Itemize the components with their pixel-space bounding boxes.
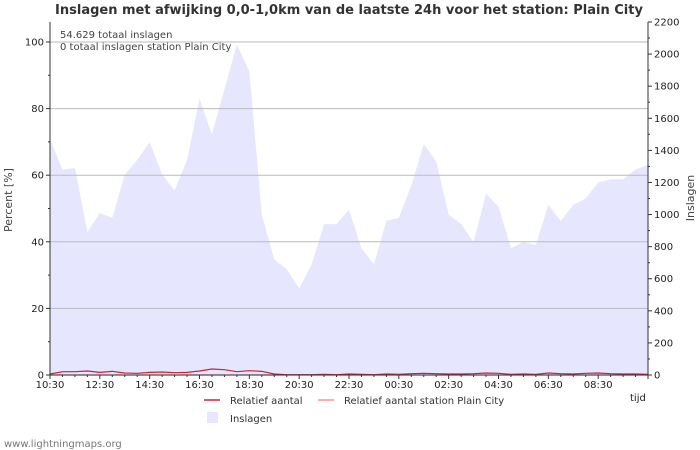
left-tick-label: 60: [31, 171, 44, 182]
left-tick-label: 80: [31, 104, 44, 115]
right-tick-label: 400: [654, 306, 673, 317]
x-tick-label: 00:30: [384, 380, 413, 391]
left-tick-label: 40: [31, 237, 44, 248]
info-total-strikes: 54.629 totaal inslagen: [60, 30, 172, 41]
footer-credit: www.lightningmaps.org: [4, 439, 122, 450]
x-axis-title: tijd: [630, 393, 646, 404]
chart-title: Inslagen met afwijking 0,0-1,0km van de …: [55, 3, 643, 18]
gridlines: [50, 41, 648, 309]
x-tick-label: 16:30: [185, 380, 214, 391]
right-tick-label: 1600: [654, 114, 679, 125]
x-tick-label: 18:30: [235, 380, 264, 391]
right-tick-label: 1200: [654, 178, 679, 189]
right-tick-label: 200: [654, 338, 673, 349]
strikes-area: [50, 44, 648, 376]
left-ticks: 0 20 40 60 80 100: [25, 37, 50, 382]
strikes-area-layer: [50, 44, 648, 376]
right-tick-label: 1000: [654, 210, 679, 221]
relative-line: [49, 368, 649, 376]
legend-label-relative-station: Relatief aantal station Plain City: [344, 396, 504, 407]
left-tick-label: 20: [31, 304, 44, 315]
left-tick-label: 0: [38, 371, 44, 382]
x-tick-label: 14:30: [135, 380, 164, 391]
x-tick-label: 20:30: [285, 380, 314, 391]
legend-label-relative: Relatief aantal: [230, 396, 303, 407]
left-tick-label: 100: [25, 37, 44, 48]
right-tick-label: 2000: [654, 50, 679, 61]
x-tick-label: 12:30: [85, 380, 114, 391]
y-axis-right-title: Inslagen: [684, 175, 697, 221]
x-tick-label: 22:30: [335, 380, 364, 391]
right-tick-label: 2200: [654, 18, 679, 29]
right-tick-label: 600: [654, 274, 673, 285]
x-tick-label: 08:30: [584, 380, 613, 391]
x-tick-label: 04:30: [484, 380, 513, 391]
x-tick-label: 06:30: [534, 380, 563, 391]
right-tick-label: 0: [654, 371, 660, 382]
info-station-strikes: 0 totaal inslagen station Plain City: [60, 42, 231, 53]
legend-swatch-strikes: [207, 412, 218, 423]
right-tick-label: 1800: [654, 82, 679, 93]
right-tick-label: 1400: [654, 146, 679, 157]
right-tick-label: 800: [654, 242, 673, 253]
x-tick-label: 02:30: [434, 380, 463, 391]
x-tick-label: 10:30: [36, 380, 65, 391]
x-ticks: 10:30 12:30 14:30 16:30 18:30 20:30 22:30 00:30…: [36, 375, 649, 391]
legend-label-strikes: Inslagen: [230, 414, 272, 425]
y-axis-left-title: Percent [%]: [2, 168, 15, 232]
right-ticks: 0 200 400 600 800 1000 1200 1400 1600 1800 2000 220…: [648, 18, 679, 382]
